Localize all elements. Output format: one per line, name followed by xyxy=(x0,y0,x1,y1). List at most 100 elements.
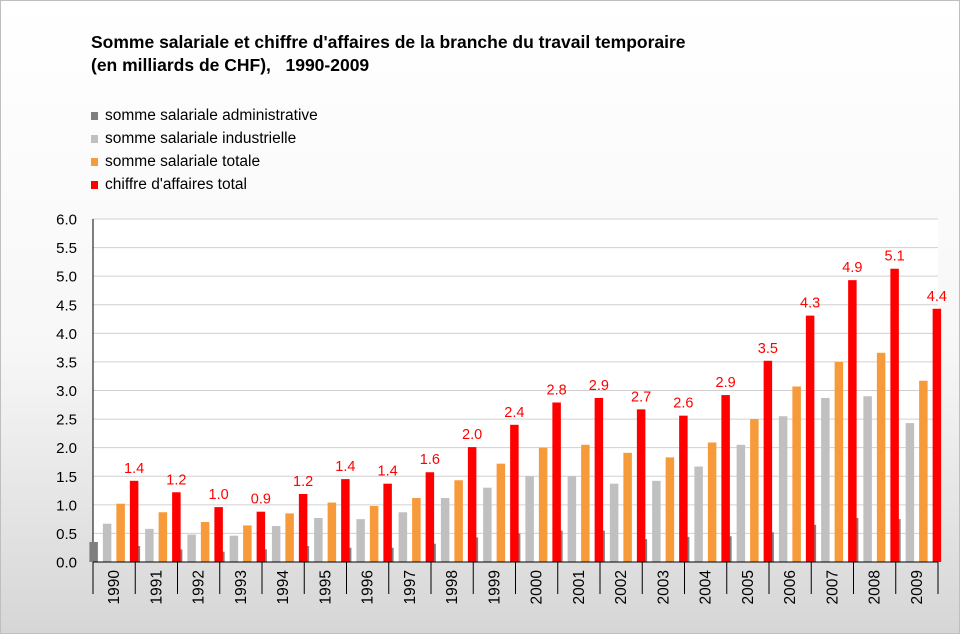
bar-3-1993 xyxy=(243,525,252,562)
bar-3-1998 xyxy=(454,480,463,562)
bar-3-1994 xyxy=(285,513,294,562)
legend-item-totale: somme salariale totale xyxy=(91,150,318,173)
bar-4-2003 xyxy=(679,415,688,562)
x-tick-label: 1992 xyxy=(191,570,208,604)
x-tick-label: 2001 xyxy=(571,570,588,604)
y-tick-label: 4.0 xyxy=(56,326,77,343)
chart-title-line-1: Somme salariale et chiffre d'affaires de… xyxy=(91,32,686,52)
bar-4-1995 xyxy=(341,479,350,562)
data-label: 2.8 xyxy=(547,383,567,399)
bar-2-2003 xyxy=(652,480,661,562)
bar-2-2006 xyxy=(778,416,788,562)
y-tick-label: 5.0 xyxy=(56,269,77,286)
y-tick-label: 4.5 xyxy=(56,297,77,314)
bar-2-2007 xyxy=(821,397,830,562)
legend-swatch xyxy=(91,134,98,143)
data-label: 1.4 xyxy=(335,459,355,475)
x-tick-label: 2004 xyxy=(698,570,715,605)
bar-3-1990 xyxy=(116,503,125,562)
bar-2-1993 xyxy=(229,535,239,562)
bar-2-2000 xyxy=(525,476,534,562)
bar-4-1991 xyxy=(172,492,181,562)
x-tick-label: 1990 xyxy=(106,570,123,605)
x-tick-label: 1996 xyxy=(360,570,377,604)
data-label: 2.4 xyxy=(504,405,524,421)
data-label: 1.4 xyxy=(124,461,144,477)
data-label: 3.5 xyxy=(758,341,778,357)
bar-3-2001 xyxy=(581,444,590,562)
bar-2-1994 xyxy=(271,525,281,562)
x-tick-label: 1991 xyxy=(148,570,165,604)
bar-2-2009 xyxy=(905,423,915,562)
bar-4-2009 xyxy=(932,308,942,562)
y-tick-label: 2.0 xyxy=(56,440,77,457)
data-label: 0.9 xyxy=(251,492,271,508)
x-tick-label: 1997 xyxy=(402,570,419,604)
bar-2-1995 xyxy=(314,517,323,562)
data-label: 1.2 xyxy=(166,472,186,488)
legend-label: somme salariale industrielle xyxy=(105,129,297,147)
y-tick-label: 0.5 xyxy=(56,526,77,543)
x-tick-label: 2005 xyxy=(740,570,757,604)
x-tick-label: 2002 xyxy=(613,570,630,604)
x-tick-label: 2000 xyxy=(529,570,546,605)
bar-3-2003 xyxy=(665,457,675,562)
bar-3-1995 xyxy=(327,502,337,562)
bar-4-1997 xyxy=(425,472,435,562)
x-tick-label: 1994 xyxy=(275,570,292,605)
bar-2-1997 xyxy=(398,512,408,562)
x-tick-label: 1999 xyxy=(486,570,503,604)
data-label: 1.2 xyxy=(293,474,313,490)
bar-2-1990 xyxy=(102,523,112,562)
bar-2-1999 xyxy=(483,487,492,562)
bar-3-1992 xyxy=(200,521,210,562)
bar-4-2006 xyxy=(805,315,815,562)
x-tick-label: 1993 xyxy=(233,570,250,604)
data-label: 1.4 xyxy=(378,464,398,480)
bar-3-2006 xyxy=(792,386,801,562)
bar-4-2008 xyxy=(890,268,899,562)
y-tick-label: 1.5 xyxy=(56,469,77,486)
bar-3-2004 xyxy=(707,442,717,562)
bar-3-2005 xyxy=(750,419,759,562)
x-tick-label: 1995 xyxy=(317,570,334,604)
bar-3-2000 xyxy=(538,447,548,562)
y-tick-label: 3.5 xyxy=(56,354,77,371)
y-tick-label: 5.5 xyxy=(56,240,77,257)
bar-2-2008 xyxy=(863,396,872,562)
y-tick-label: 6.0 xyxy=(56,212,77,229)
legend-item-administrative: somme salariale administrative xyxy=(91,104,318,127)
bar-4-1996 xyxy=(383,483,392,562)
x-tick-label: 2007 xyxy=(824,570,841,604)
bar-4-2005 xyxy=(763,360,773,562)
data-label: 1.0 xyxy=(209,487,229,503)
bar-3-2002 xyxy=(623,452,632,562)
bar-3-2007 xyxy=(834,361,844,562)
bar-4-1998 xyxy=(467,447,477,562)
data-label: 4.3 xyxy=(800,296,820,312)
bar-3-1997 xyxy=(412,497,421,562)
legend: somme salariale administrative somme sal… xyxy=(91,104,318,196)
y-tick-label: 1.0 xyxy=(56,497,77,514)
y-tick-label: 0.0 xyxy=(56,555,77,572)
bar-3-1991 xyxy=(158,512,168,562)
legend-label: somme salariale administrative xyxy=(105,106,318,124)
chart-title-line-2: (en milliards de CHF), 1990-2009 xyxy=(91,55,370,75)
bar-2-2001 xyxy=(567,476,577,562)
bar-4-1994 xyxy=(298,493,308,562)
data-label: 5.1 xyxy=(885,249,905,265)
data-label: 2.0 xyxy=(462,427,482,443)
legend-swatch xyxy=(91,180,98,189)
bar-2-2005 xyxy=(736,444,746,562)
x-tick-label: 2008 xyxy=(867,570,884,604)
bar-4-2007 xyxy=(848,280,857,562)
bar-3-1996 xyxy=(369,505,379,562)
data-label: 4.9 xyxy=(842,260,862,276)
legend-label: somme salariale totale xyxy=(105,152,261,170)
bar-3-2008 xyxy=(876,352,886,562)
data-label: 4.4 xyxy=(927,289,947,305)
bar-3-1999 xyxy=(496,463,506,562)
y-tick-label: 2.5 xyxy=(56,412,77,429)
